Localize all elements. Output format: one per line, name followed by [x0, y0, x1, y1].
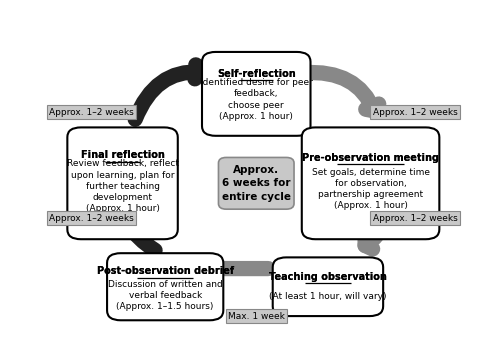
- Text: Final reflection: Final reflection: [80, 150, 164, 160]
- Text: Post-observation debrief: Post-observation debrief: [96, 266, 234, 276]
- Text: Approx.
6 weeks for
entire cycle: Approx. 6 weeks for entire cycle: [222, 165, 291, 201]
- FancyBboxPatch shape: [272, 257, 383, 316]
- Text: Approx. 1–2 weeks: Approx. 1–2 weeks: [373, 214, 458, 223]
- Text: (At least 1 hour, will vary): (At least 1 hour, will vary): [269, 292, 386, 301]
- Text: Teaching observation: Teaching observation: [269, 272, 387, 282]
- FancyBboxPatch shape: [202, 52, 310, 136]
- Text: Approx. 1–2 weeks: Approx. 1–2 weeks: [49, 107, 134, 117]
- Text: Pre-observation meeting: Pre-observation meeting: [302, 153, 439, 163]
- Text: Set goals, determine time
for observation,
partnership agreement
(Approx. 1 hour: Set goals, determine time for observatio…: [312, 168, 430, 210]
- Text: Final reflection: Final reflection: [80, 150, 164, 160]
- FancyBboxPatch shape: [218, 158, 294, 209]
- Text: Post-observation debrief: Post-observation debrief: [96, 266, 234, 276]
- Text: Self-reflection: Self-reflection: [217, 69, 296, 79]
- Text: Approx. 1–2 weeks: Approx. 1–2 weeks: [49, 214, 134, 223]
- Text: Review feedback, reflect
upon learning, plan for
further teaching
development
(A: Review feedback, reflect upon learning, …: [66, 159, 178, 213]
- Text: Discussion of written and
verbal feedback
(Approx. 1–1.5 hours): Discussion of written and verbal feedbac…: [108, 280, 222, 311]
- Text: Max. 1 week: Max. 1 week: [228, 311, 284, 321]
- FancyBboxPatch shape: [68, 127, 178, 239]
- FancyBboxPatch shape: [107, 253, 224, 320]
- Text: Self-reflection: Self-reflection: [217, 69, 296, 79]
- Text: Identified desire for peer
feedback,
choose peer
(Approx. 1 hour): Identified desire for peer feedback, cho…: [200, 78, 312, 121]
- Text: Approx. 1–2 weeks: Approx. 1–2 weeks: [373, 107, 458, 117]
- Text: Pre-observation meeting: Pre-observation meeting: [302, 153, 439, 163]
- Text: Teaching observation: Teaching observation: [269, 272, 387, 282]
- FancyBboxPatch shape: [302, 127, 440, 239]
